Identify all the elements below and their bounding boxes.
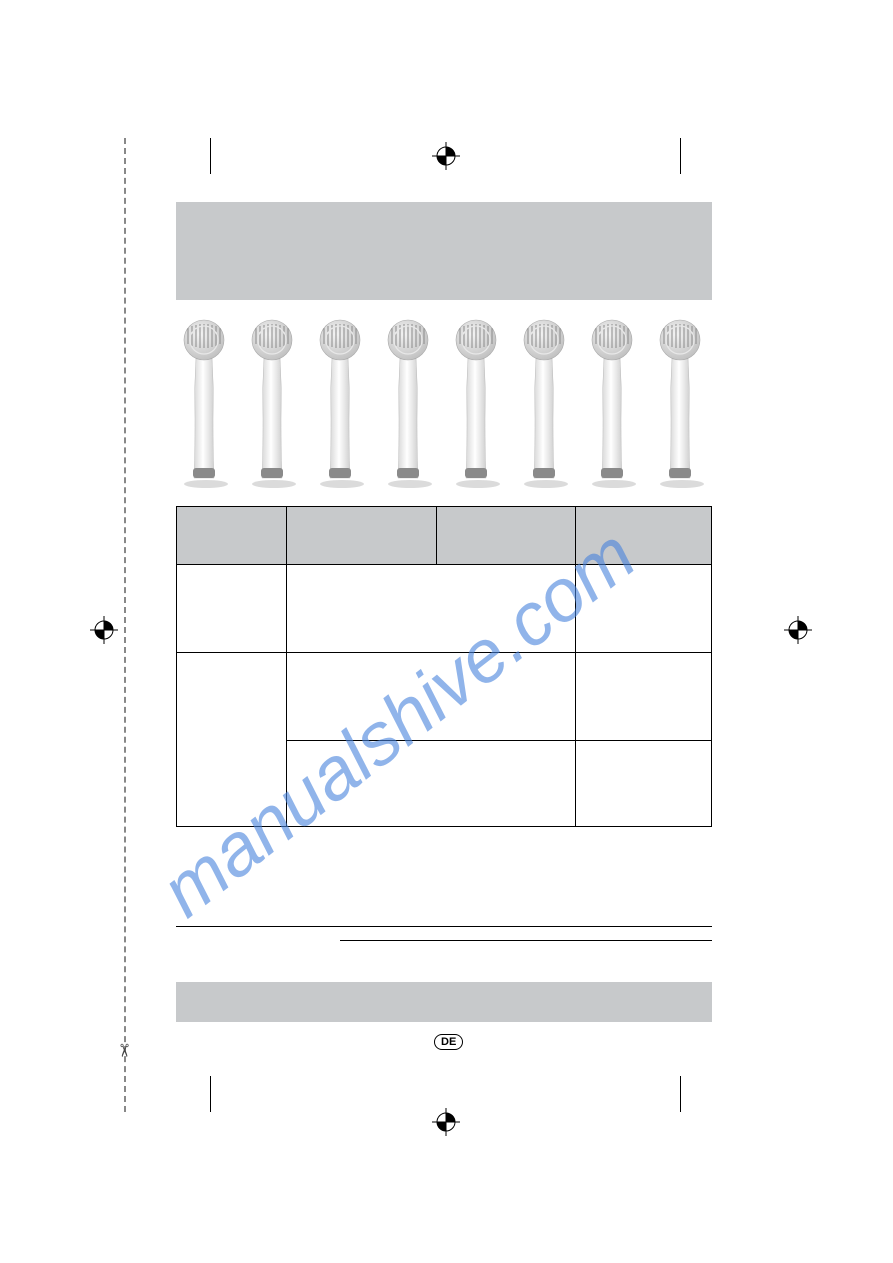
crop-mark — [680, 138, 681, 174]
registration-icon — [90, 616, 118, 644]
page: ✂ — [0, 0, 893, 1263]
table-cell — [177, 565, 287, 653]
table-cell — [286, 565, 575, 653]
toothbrush-head-icon — [448, 318, 504, 488]
table-cell — [286, 741, 575, 827]
crop-mark — [210, 138, 211, 174]
scissors-icon: ✂ — [113, 1043, 134, 1058]
table-cell — [576, 741, 712, 827]
toothbrush-head-icon — [516, 318, 572, 488]
table-header-cell — [286, 507, 436, 565]
divider — [176, 926, 712, 927]
grid-table — [176, 506, 712, 827]
table-cell — [177, 653, 287, 827]
divider — [340, 940, 712, 941]
registration-icon — [784, 616, 812, 644]
table-cell — [576, 565, 712, 653]
language-badge: DE — [434, 1034, 463, 1050]
table-header-cell — [576, 507, 712, 565]
toothbrush-head-icon — [584, 318, 640, 488]
registration-icon — [432, 142, 460, 170]
crop-mark — [680, 1076, 681, 1112]
table-header-cell — [177, 507, 287, 565]
toothbrush-head-icon — [652, 318, 708, 488]
crop-mark — [210, 1076, 211, 1112]
table-cell — [576, 653, 712, 741]
header-block — [176, 202, 712, 300]
toothbrush-head-icon — [312, 318, 368, 488]
toothbrush-head-icon — [176, 318, 232, 488]
cut-line — [124, 138, 126, 1112]
toothbrush-head-icon — [244, 318, 300, 488]
footer-block — [176, 982, 712, 1022]
table-cell — [286, 653, 575, 741]
brush-heads-row — [176, 318, 708, 488]
table-header-cell — [436, 507, 576, 565]
toothbrush-head-icon — [380, 318, 436, 488]
registration-icon — [432, 1108, 460, 1136]
